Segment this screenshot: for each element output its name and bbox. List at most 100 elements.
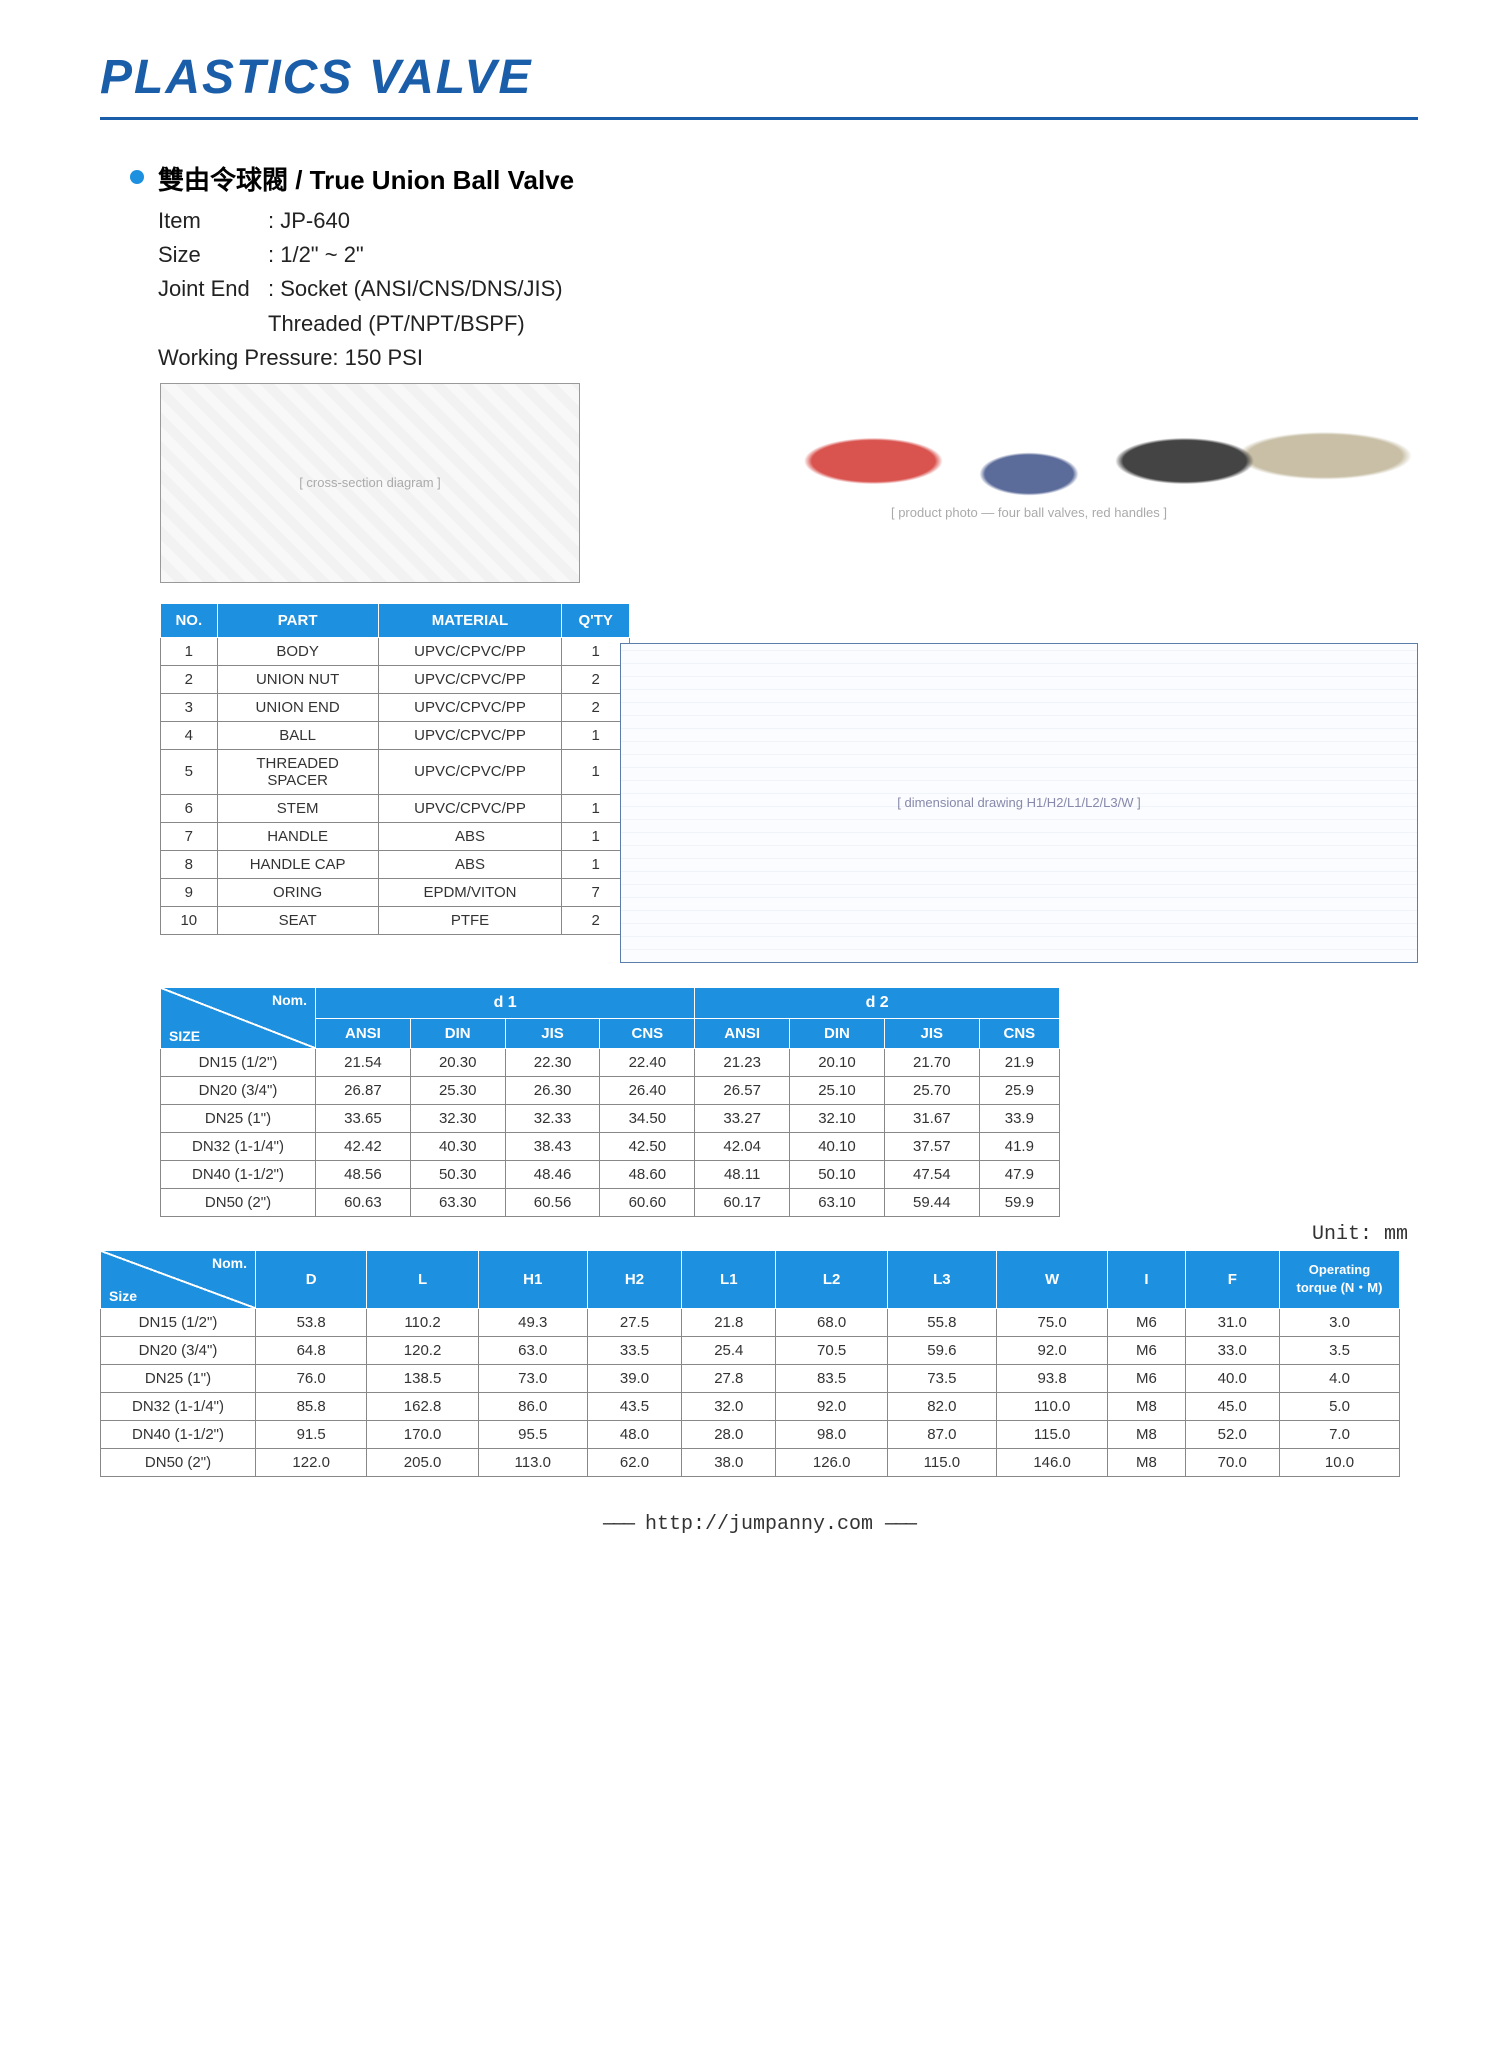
main-header-cell: D [256,1250,367,1308]
parts-cell: ABS [378,822,562,850]
footer-url: http://jumpanny.com [645,1513,873,1536]
parts-cell: UPVC/CPVC/PP [378,693,562,721]
size-label: Size [158,238,268,272]
joint-value2: Threaded (PT/NPT/BSPF) [268,307,574,341]
main-cell: 170.0 [367,1420,478,1448]
main-cell: DN25 (1") [101,1364,256,1392]
parts-cell: UPVC/CPVC/PP [378,637,562,665]
d1d2-cell: 20.30 [410,1048,505,1076]
parts-cell: PTFE [378,906,562,934]
main-header-cell: W [996,1250,1107,1308]
bullet-icon [130,170,144,184]
d1d2-cell: 60.56 [505,1188,600,1216]
d1d2-cell: 33.27 [695,1104,790,1132]
parts-cell: HANDLE CAP [217,850,378,878]
main-cell: 73.0 [478,1364,587,1392]
parts-cell: UNION NUT [217,665,378,693]
main-cell: 120.2 [367,1336,478,1364]
d1d2-cell: 32.33 [505,1104,600,1132]
d1d2-sub-header: DIN [790,1018,885,1048]
main-cell: 87.0 [887,1420,996,1448]
parts-cell: 1 [161,637,218,665]
parts-cell: THREADEDSPACER [217,749,378,794]
main-header-cell: I [1108,1250,1185,1308]
d1d2-size-label: SIZE [169,1028,200,1044]
d2-group: d 2 [695,987,1060,1018]
main-cell: 95.5 [478,1420,587,1448]
table-row: 7HANDLEABS1 [161,822,630,850]
main-header-cell: L2 [776,1250,887,1308]
d1d2-cell: 42.50 [600,1132,695,1160]
d1d2-cell: 50.30 [410,1160,505,1188]
main-cell: M8 [1108,1420,1185,1448]
main-cell: 64.8 [256,1336,367,1364]
parts-cell: 5 [161,749,218,794]
table-row: DN50 (2")122.0205.0113.062.038.0126.0115… [101,1448,1400,1476]
d1d2-cell: DN40 (1-1/2") [161,1160,316,1188]
main-cell: 32.0 [682,1392,776,1420]
table-row: 6STEMUPVC/CPVC/PP1 [161,794,630,822]
d1d2-cell: 33.65 [316,1104,411,1132]
main-cell: 146.0 [996,1448,1107,1476]
main-cell: 113.0 [478,1448,587,1476]
main-cell: DN32 (1-1/4") [101,1392,256,1420]
d1d2-cell: 63.30 [410,1188,505,1216]
d1d2-nom-label: Nom. [272,992,307,1008]
main-cell: 55.8 [887,1308,996,1336]
product-title: 雙由令球閥 / True Union Ball Valve [158,160,574,200]
item-value: : JP-640 [268,204,350,238]
main-cell: 7.0 [1280,1420,1400,1448]
main-cell: DN15 (1/2") [101,1308,256,1336]
d1d2-cell: 48.60 [600,1160,695,1188]
parts-cell: 2 [161,665,218,693]
d1d2-cell: 47.9 [979,1160,1059,1188]
main-cell: M6 [1108,1364,1185,1392]
main-cell: 33.0 [1185,1336,1279,1364]
main-cell: 91.5 [256,1420,367,1448]
parts-cell: UPVC/CPVC/PP [378,721,562,749]
main-cell: 10.0 [1280,1448,1400,1476]
parts-cell: ORING [217,878,378,906]
main-cell: 82.0 [887,1392,996,1420]
parts-cell: UPVC/CPVC/PP [378,665,562,693]
main-cell: 63.0 [478,1336,587,1364]
d1d2-cell: DN32 (1-1/4") [161,1132,316,1160]
d1d2-cell: DN25 (1") [161,1104,316,1132]
parts-cell: 9 [161,878,218,906]
footer: ——— http://jumpanny.com ——— [100,1513,1418,1536]
d1d2-cell: 21.23 [695,1048,790,1076]
product-photo: [ product photo — four ball valves, red … [640,383,1418,643]
d1d2-cell: 59.9 [979,1188,1059,1216]
size-value: : 1/2" ~ 2" [268,238,364,272]
main-cell: 70.0 [1185,1448,1279,1476]
d1d2-cell: 21.70 [884,1048,979,1076]
main-cell: 40.0 [1185,1364,1279,1392]
parts-header-cell: NO. [161,603,218,637]
d1d2-sub-header: CNS [979,1018,1059,1048]
main-cell: 93.8 [996,1364,1107,1392]
d1d2-cell: 25.9 [979,1076,1059,1104]
main-cell: 31.0 [1185,1308,1279,1336]
main-cell: 21.8 [682,1308,776,1336]
main-cell: 76.0 [256,1364,367,1392]
parts-header-cell: PART [217,603,378,637]
parts-cell: UNION END [217,693,378,721]
parts-cell: HANDLE [217,822,378,850]
d1-group: d 1 [316,987,695,1018]
d1d2-sub-header: JIS [505,1018,600,1048]
main-dimensions-table: Nom. Size DLH1H2L1L2L3WIFOperatingtorque… [100,1250,1400,1477]
d1d2-cell: 60.63 [316,1188,411,1216]
d1d2-cell: 21.9 [979,1048,1059,1076]
main-header-cell: L1 [682,1250,776,1308]
parts-header-cell: MATERIAL [378,603,562,637]
table-row: DN32 (1-1/4")42.4240.3038.4342.5042.0440… [161,1132,1060,1160]
d1d2-cell: 26.40 [600,1076,695,1104]
main-size-label: Size [109,1288,137,1304]
main-cell: M6 [1108,1308,1185,1336]
joint-label: Joint End [158,272,268,306]
main-cell: 48.0 [587,1420,681,1448]
item-label: Item [158,204,268,238]
d1d2-cell: 32.30 [410,1104,505,1132]
d1d2-cell: DN20 (3/4") [161,1076,316,1104]
d1d2-cell: 25.70 [884,1076,979,1104]
